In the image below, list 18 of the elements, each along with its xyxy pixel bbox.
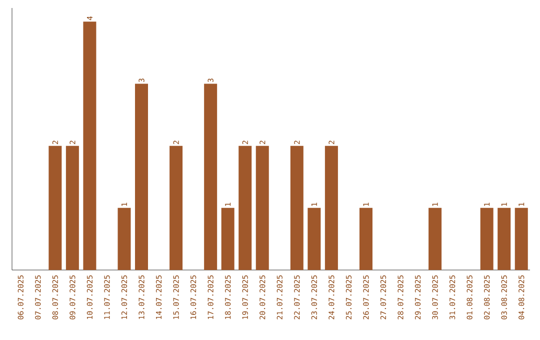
bar — [428, 208, 442, 270]
bar — [48, 146, 62, 270]
bar — [256, 146, 269, 270]
bar — [480, 208, 494, 270]
bar — [204, 84, 218, 270]
bar — [359, 208, 372, 270]
bar — [118, 208, 131, 270]
bar — [498, 208, 511, 270]
bar — [514, 208, 528, 270]
bar — [135, 84, 148, 270]
bar — [324, 146, 338, 270]
bar — [221, 208, 234, 270]
bar — [83, 22, 96, 270]
bar — [66, 146, 79, 270]
bar — [170, 146, 183, 270]
bar — [238, 146, 252, 270]
bar — [308, 208, 321, 270]
bar — [290, 146, 304, 270]
